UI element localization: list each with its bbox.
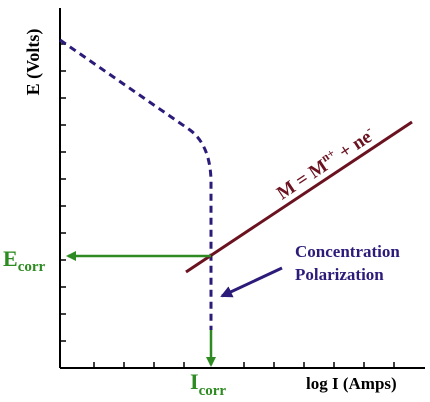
icorr-label-main: I — [190, 369, 199, 394]
y-ticks — [60, 43, 66, 342]
reaction-line — [185, 120, 413, 274]
x-axis-label: log I (Amps) — [306, 374, 397, 393]
axes — [59, 8, 425, 369]
reaction-equation-label: M = Mn+ + ne- — [272, 122, 380, 204]
ecorr-label-main: E — [3, 246, 18, 271]
concentration-pointer-arrow — [220, 266, 283, 298]
ecorr-label-sub: corr — [18, 259, 46, 275]
concentration-label-line1: Concentration — [295, 242, 400, 261]
icorr-label-sub: corr — [199, 383, 227, 399]
concentration-label-line2: Polarization — [295, 265, 384, 284]
reaction-sup-electron: - — [362, 122, 373, 136]
x-ticks — [93, 362, 395, 368]
reaction-sup-charge: n+ — [318, 146, 337, 165]
ecorr-label: Ecorr — [3, 246, 46, 275]
icorr-label: Icorr — [190, 369, 226, 399]
dashed-polarization-curve — [59, 38, 213, 330]
y-axis-label: E (Volts) — [23, 29, 44, 96]
